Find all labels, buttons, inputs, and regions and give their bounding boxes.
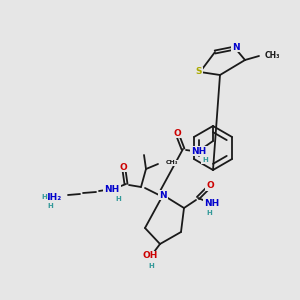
Text: N: N: [159, 190, 167, 200]
Text: OH: OH: [142, 251, 158, 260]
Text: NH₂: NH₂: [42, 193, 61, 202]
Text: O: O: [206, 182, 214, 190]
Text: CH₃: CH₃: [166, 160, 178, 166]
Text: H: H: [202, 157, 208, 163]
Text: O: O: [119, 163, 127, 172]
Text: H: H: [206, 210, 212, 216]
Text: NH: NH: [104, 185, 120, 194]
Text: N: N: [232, 43, 240, 52]
Text: NH: NH: [204, 200, 220, 208]
Text: O: O: [173, 128, 181, 137]
Text: CH₃: CH₃: [265, 52, 280, 61]
Text: H: H: [148, 263, 154, 269]
Text: NH: NH: [191, 146, 207, 155]
Text: S: S: [196, 68, 202, 76]
Text: H: H: [115, 196, 121, 202]
Text: H: H: [47, 203, 53, 209]
Text: H: H: [41, 194, 47, 200]
